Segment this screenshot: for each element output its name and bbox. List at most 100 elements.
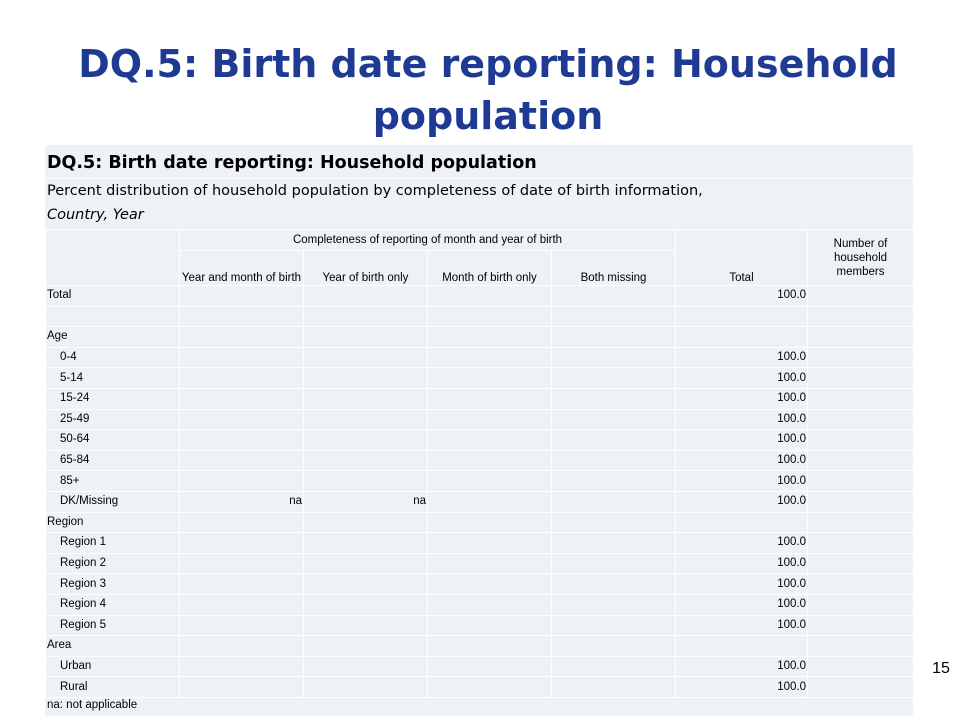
cell-year-month	[179, 635, 304, 657]
row-label: 0-4	[45, 346, 180, 369]
cell-both-missing	[551, 635, 676, 657]
cell-year-only	[303, 429, 428, 451]
cell-members	[807, 408, 914, 431]
cell-total: 100.0	[675, 429, 808, 451]
table-row: 85+ 100.0	[45, 470, 914, 492]
table-header: Completeness of reporting of month and y…	[45, 229, 914, 286]
header-month-only: Month of birth only	[427, 250, 552, 286]
cell-year-only	[303, 346, 428, 369]
cell-total: 100.0	[675, 367, 808, 389]
cell-month-only	[427, 552, 552, 575]
cell-total: 100.0	[675, 470, 808, 492]
cell-year-only	[303, 326, 428, 348]
cell-both-missing	[551, 593, 676, 616]
table-row: 0-4 100.0	[45, 346, 914, 369]
cell-both-missing	[551, 470, 676, 492]
row-label: Age	[45, 326, 180, 348]
table-subtitle: Percent distribution of household popula…	[47, 179, 907, 227]
table-row: Total 100.0	[45, 285, 914, 307]
row-label: Region 3	[45, 573, 180, 595]
cell-year-only	[303, 511, 428, 534]
cell-year-month: na	[179, 490, 304, 513]
cell-both-missing	[551, 346, 676, 369]
cell-year-month	[179, 367, 304, 389]
cell-members	[807, 367, 914, 389]
cell-total: 100.0	[675, 346, 808, 369]
table-row: Region	[45, 511, 914, 534]
cell-total: 100.0	[675, 573, 808, 595]
cell-year-only	[303, 635, 428, 657]
cell-both-missing	[551, 676, 676, 698]
cell-year-only	[303, 367, 428, 389]
cell-month-only	[427, 346, 552, 369]
cell-year-month	[179, 305, 304, 328]
cell-total: 100.0	[675, 614, 808, 637]
cell-total: 100.0	[675, 449, 808, 472]
cell-year-month	[179, 676, 304, 698]
cell-year-only	[303, 573, 428, 595]
cell-month-only	[427, 470, 552, 492]
cell-total: 100.0	[675, 552, 808, 575]
title-divider	[45, 178, 913, 179]
cell-members	[807, 573, 914, 595]
cell-year-month	[179, 614, 304, 637]
cell-year-only	[303, 532, 428, 554]
table-row: 15-24 100.0	[45, 387, 914, 410]
table-row: Region 3 100.0	[45, 573, 914, 595]
cell-both-missing	[551, 490, 676, 513]
cell-month-only	[427, 676, 552, 698]
cell-year-only	[303, 449, 428, 472]
slide-title: DQ.5: Birth date reporting: Household po…	[78, 42, 898, 138]
cell-month-only	[427, 285, 552, 307]
header-blank-cell	[45, 229, 180, 286]
cell-year-only	[303, 408, 428, 431]
cell-year-only	[303, 387, 428, 410]
table-row: Region 1 100.0	[45, 532, 914, 554]
cell-members	[807, 655, 914, 678]
cell-month-only	[427, 305, 552, 328]
cell-members	[807, 346, 914, 369]
cell-members	[807, 532, 914, 554]
cell-total	[675, 305, 808, 328]
row-label: Region	[45, 511, 180, 534]
cell-month-only	[427, 635, 552, 657]
table-row: DK/Missing na na 100.0	[45, 490, 914, 513]
cell-both-missing	[551, 408, 676, 431]
cell-year-only	[303, 614, 428, 637]
cell-year-month	[179, 285, 304, 307]
cell-month-only	[427, 490, 552, 513]
cell-month-only	[427, 573, 552, 595]
cell-members	[807, 285, 914, 307]
table-row: Area	[45, 635, 914, 657]
cell-month-only	[427, 532, 552, 554]
cell-members	[807, 326, 914, 348]
cell-month-only	[427, 655, 552, 678]
row-label: 15-24	[45, 387, 180, 410]
cell-both-missing	[551, 387, 676, 410]
cell-year-month	[179, 387, 304, 410]
row-label: Region 5	[45, 614, 180, 637]
cell-both-missing	[551, 511, 676, 534]
cell-total: 100.0	[675, 593, 808, 616]
cell-members	[807, 676, 914, 698]
cell-both-missing	[551, 532, 676, 554]
cell-year-month	[179, 593, 304, 616]
cell-both-missing	[551, 305, 676, 328]
cell-month-only	[427, 326, 552, 348]
cell-total: 100.0	[675, 676, 808, 698]
cell-month-only	[427, 511, 552, 534]
cell-month-only	[427, 614, 552, 637]
table-body: Total 100.0 Age 0-4 100.0 5-14 100.0 15-24 100.0…	[45, 285, 914, 698]
cell-total: 100.0	[675, 387, 808, 410]
table-row: 50-64 100.0	[45, 429, 914, 451]
header-both-missing: Both missing	[551, 250, 676, 286]
cell-both-missing	[551, 285, 676, 307]
table-footnote: na: not applicable	[47, 699, 138, 711]
header-year-month: Year and month of birth	[179, 250, 304, 286]
cell-total: 100.0	[675, 285, 808, 307]
cell-members	[807, 614, 914, 637]
cell-year-month	[179, 326, 304, 348]
cell-both-missing	[551, 655, 676, 678]
row-label: 25-49	[45, 408, 180, 431]
table-row: Region 4 100.0	[45, 593, 914, 616]
